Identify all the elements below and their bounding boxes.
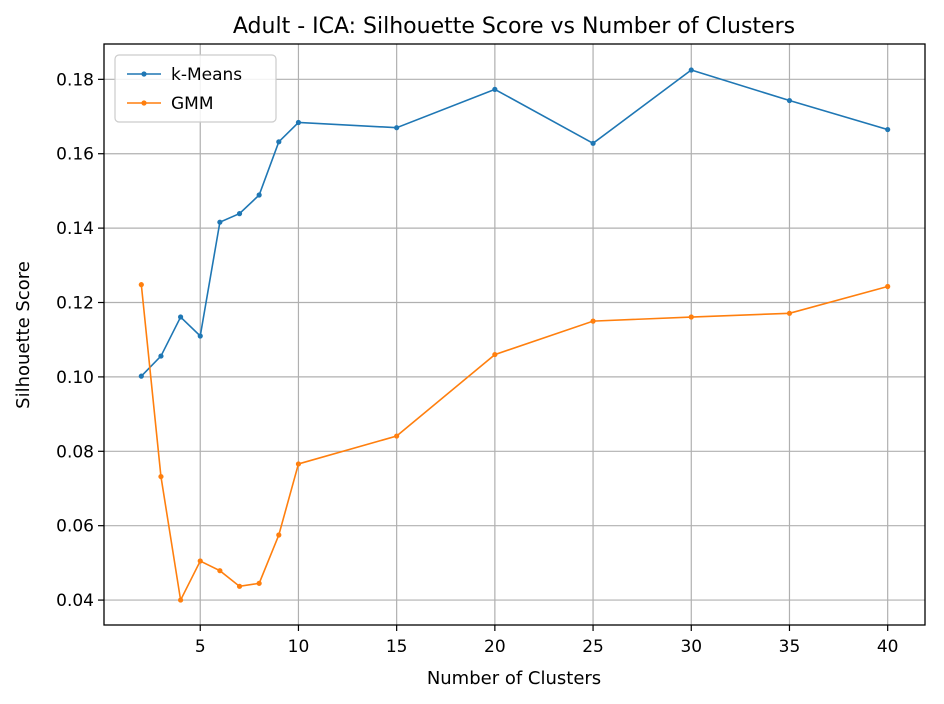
data-point [786,310,793,316]
data-point [138,373,144,379]
data-point [256,580,262,586]
data-point [492,86,498,92]
y-tick-label: 0.06 [56,517,94,537]
data-point [590,318,596,324]
x-tick-label: 40 [877,637,899,657]
x-tick-label: 30 [680,637,702,657]
axis-ticks: 5 10 15 20 25 30 35 40 0.04 0.06 0.08 0.10 0.12 0.14 0… [56,70,898,657]
data-point [158,353,164,359]
data-point [276,139,282,145]
data-point [138,282,144,288]
data-point [236,211,243,217]
x-tick-label: 35 [779,637,801,657]
data-point [197,558,203,564]
data-point [492,351,498,358]
chart-title: Adult - ICA: Silhouette Score vs Number … [233,14,795,39]
data-point [885,126,891,133]
y-tick-label: 0.08 [56,442,94,462]
x-tick-label: 10 [288,637,310,657]
y-tick-label: 0.16 [56,145,94,165]
data-point [197,333,203,339]
data-point [256,192,262,198]
data-point [236,583,243,589]
legend-label: GMM [171,94,214,114]
legend-box [114,54,277,123]
data-point [158,473,164,480]
x-tick-label: 15 [386,637,408,657]
data-point [688,314,694,320]
series-line-gmm [140,284,888,603]
data-point [178,597,184,603]
data-point [885,283,891,290]
data-point [786,97,793,104]
data-point [295,461,302,467]
x-axis-label: Number of Clusters [427,668,601,689]
y-axis-label: Silhouette Score [13,261,34,409]
data-point [276,532,282,538]
x-tick-label: 25 [582,637,604,657]
y-tick-label: 0.18 [56,70,94,90]
data-point [688,67,694,73]
data-point [178,314,184,320]
grid [104,44,925,625]
x-tick-label: 5 [195,637,206,657]
data-point [394,125,400,131]
data-point [394,433,400,439]
legend-label: k-Means [171,65,242,85]
data-point [217,219,223,225]
y-tick-label: 0.14 [56,219,94,239]
legend-marker [141,71,147,77]
x-tick-label: 20 [484,637,506,657]
data-point [217,568,223,574]
y-tick-label: 0.10 [56,368,94,388]
y-tick-label: 0.04 [56,591,94,611]
data-point [295,119,302,126]
data-point [590,140,596,146]
legend: k-Means GMM [114,54,277,123]
plot-frame [103,43,926,626]
legend-marker [141,100,147,106]
series-lines [138,67,891,603]
y-tick-label: 0.12 [56,294,94,314]
